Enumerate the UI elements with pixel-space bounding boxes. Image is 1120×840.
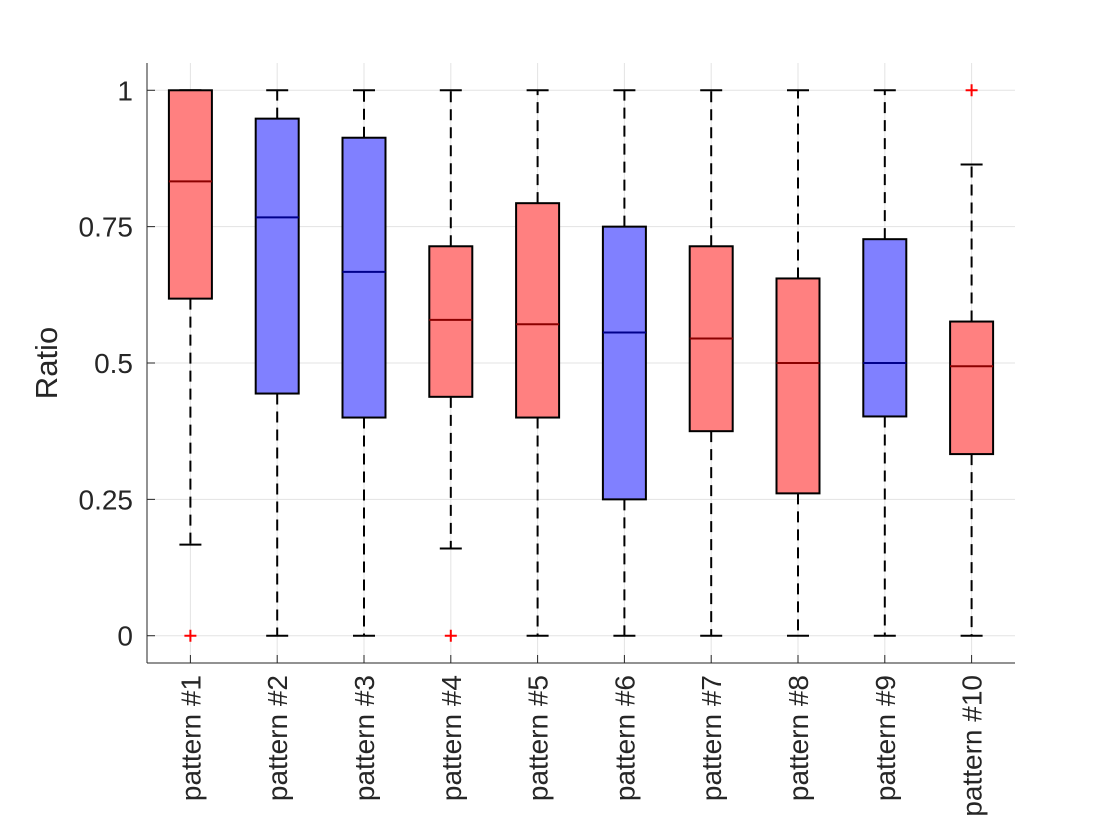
x-tick-label: pattern #9 — [870, 675, 901, 801]
outlier-marker — [444, 629, 457, 642]
x-tick-label: pattern #4 — [436, 675, 467, 801]
x-tick-label: pattern #5 — [523, 675, 554, 801]
y-tick-label: 0.75 — [79, 212, 134, 243]
box-iqr — [775, 277, 821, 495]
box-group — [949, 84, 995, 637]
box-group — [601, 89, 647, 637]
y-axis-label: Ratio — [29, 327, 64, 399]
box-group — [515, 89, 561, 637]
box-layer — [167, 84, 995, 642]
y-tick-label: 0 — [117, 621, 133, 652]
box-iqr — [862, 238, 908, 418]
y-tick-label: 0.25 — [79, 484, 134, 515]
box-iqr — [341, 136, 387, 419]
box-group — [688, 89, 734, 637]
y-tick-label: 0.5 — [94, 348, 133, 379]
x-tick-label: pattern #7 — [696, 675, 727, 801]
box-iqr — [949, 320, 995, 456]
x-tick-label: pattern #6 — [609, 675, 640, 801]
box-iqr — [428, 245, 474, 398]
y-tick-label: 1 — [117, 75, 133, 106]
x-tick-label: pattern #2 — [262, 675, 293, 801]
box-group — [428, 89, 474, 642]
box-iqr — [515, 202, 561, 419]
box-group — [862, 89, 908, 637]
x-tick-label: pattern #3 — [349, 675, 380, 801]
box-iqr — [167, 89, 213, 300]
box-iqr — [601, 225, 647, 501]
outlier-marker — [965, 84, 978, 97]
outlier-marker — [184, 629, 197, 642]
box-group — [341, 89, 387, 637]
box-group — [167, 89, 213, 642]
box-group — [254, 89, 300, 637]
box-group — [775, 89, 821, 637]
box-iqr — [254, 117, 300, 395]
x-tick-label: pattern #10 — [957, 675, 988, 817]
axes: 0 0.25 0.5 0.75 1 pattern #1 pattern #2 pattern… — [79, 63, 1015, 817]
x-tick-label: pattern #1 — [175, 675, 206, 801]
x-tick-label: pattern #8 — [783, 675, 814, 801]
